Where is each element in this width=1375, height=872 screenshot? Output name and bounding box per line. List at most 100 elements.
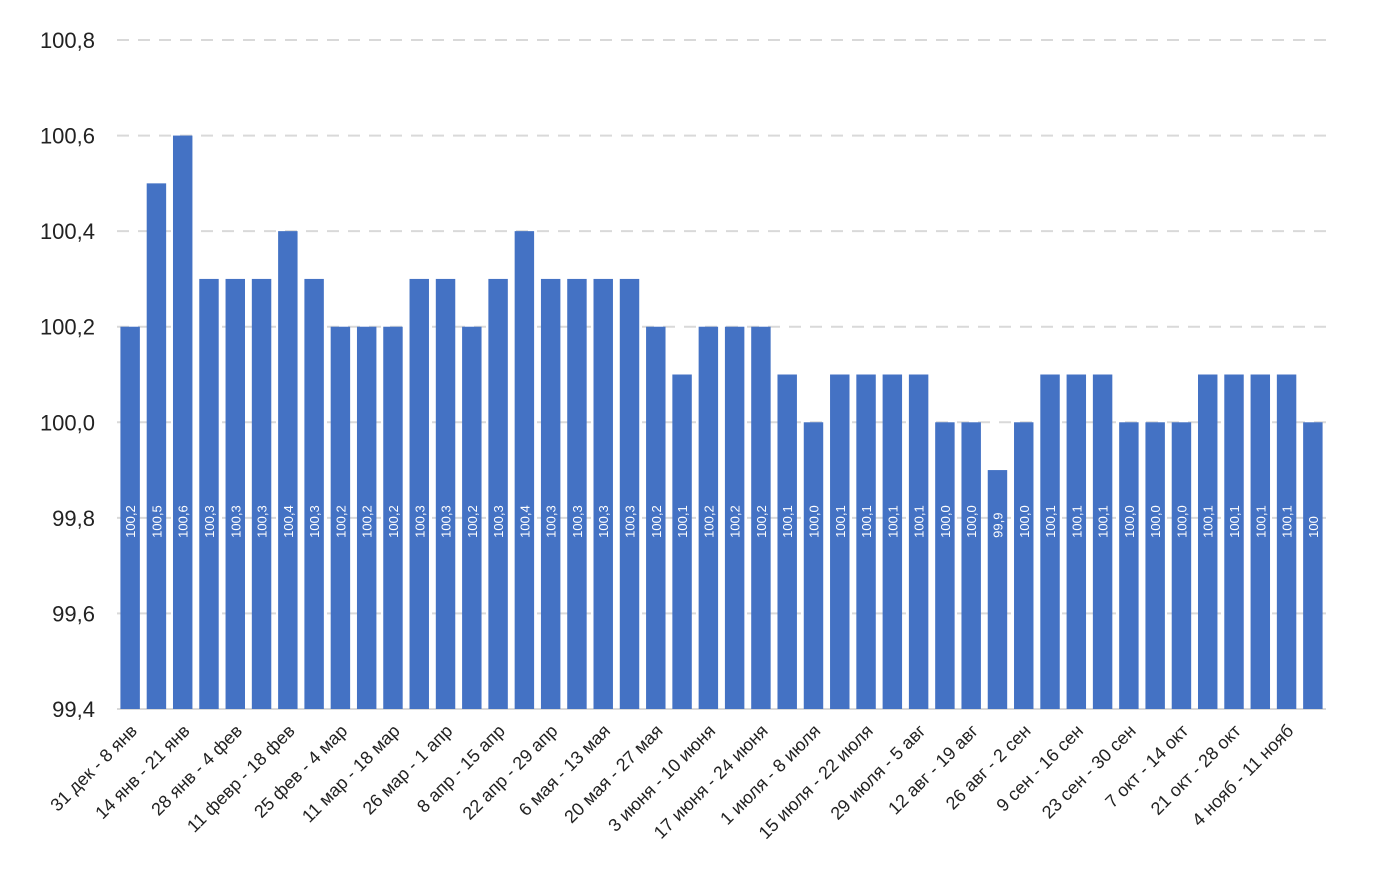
data-label: 100,4 xyxy=(281,505,296,538)
data-label: 100,0 xyxy=(1174,505,1189,538)
bar xyxy=(830,374,850,709)
bar xyxy=(1145,422,1165,709)
data-label: 100,1 xyxy=(859,505,874,538)
bar xyxy=(120,326,140,709)
bar xyxy=(935,422,955,709)
bar xyxy=(1040,374,1060,709)
data-label: 100 xyxy=(1306,516,1321,538)
bar xyxy=(672,374,692,709)
data-label: 100,0 xyxy=(1122,505,1137,538)
y-axis-tick-labels: 99,4 99,6 99,8 100,0 100,2 100,4 100,6 100,8 xyxy=(40,28,95,722)
data-label: 100,0 xyxy=(1017,505,1032,538)
bar xyxy=(987,470,1008,709)
x-tick-label: 29 июля - 5 авг xyxy=(827,720,930,823)
bar xyxy=(646,326,666,709)
data-label: 100,3 xyxy=(307,505,322,538)
bar xyxy=(1198,374,1218,709)
data-label: 100,3 xyxy=(544,505,559,538)
data-label: 100,3 xyxy=(412,505,427,538)
data-label: 100,1 xyxy=(1253,505,1268,538)
x-tick-label: 25 фев - 4 мар xyxy=(250,721,351,822)
data-label: 99,9 xyxy=(990,513,1005,538)
bar xyxy=(777,374,797,709)
data-label: 100,0 xyxy=(964,505,979,538)
data-label: 100,3 xyxy=(596,505,611,538)
bar xyxy=(540,278,561,709)
data-label: 100,2 xyxy=(701,505,716,538)
bar xyxy=(199,278,219,709)
x-tick-label: 23 сен - 30 сен xyxy=(1038,721,1140,823)
bar xyxy=(593,278,613,709)
bar xyxy=(1303,422,1323,709)
data-label: 100,1 xyxy=(1043,505,1058,538)
y-tick-label: 99,4 xyxy=(52,697,95,722)
bar xyxy=(435,278,456,709)
bar xyxy=(225,278,245,709)
x-tick-label: 14 янв - 21 янв xyxy=(91,721,193,823)
bar xyxy=(724,326,745,709)
data-label: 100,3 xyxy=(491,505,506,538)
y-tick-label: 99,8 xyxy=(52,506,95,531)
bar xyxy=(383,326,403,709)
bar xyxy=(251,278,272,709)
data-label: 100,3 xyxy=(228,505,243,538)
bar xyxy=(356,326,377,709)
data-label: 100,1 xyxy=(885,505,900,538)
bar xyxy=(908,374,929,709)
y-tick-label: 99,6 xyxy=(52,601,95,626)
data-label: 100,1 xyxy=(1069,505,1084,538)
data-label: 100,1 xyxy=(1201,505,1216,538)
data-label: 100,6 xyxy=(176,505,191,538)
data-label: 100,2 xyxy=(754,505,769,538)
bar xyxy=(803,422,824,709)
bar xyxy=(514,231,535,709)
x-tick-label: 26 мар - 1 апр xyxy=(359,721,457,819)
data-label: 100,2 xyxy=(123,505,138,538)
data-label: 100,1 xyxy=(780,505,795,538)
bar xyxy=(146,183,167,709)
x-tick-label: 4 нояб - 11 нояб xyxy=(1188,721,1297,830)
data-label: 100,2 xyxy=(728,505,743,538)
data-label: 100,0 xyxy=(1148,505,1163,538)
bar xyxy=(961,422,981,709)
data-label: 100,0 xyxy=(938,505,953,538)
y-tick-label: 100,0 xyxy=(40,410,95,435)
x-tick-label: 22 апр - 29 апр xyxy=(459,721,562,824)
bar xyxy=(567,278,587,709)
bar xyxy=(1092,374,1113,709)
gridlines xyxy=(117,39,1326,710)
bar xyxy=(1224,374,1244,709)
data-label: 100,3 xyxy=(439,505,454,538)
data-label: 100,5 xyxy=(149,505,164,538)
data-label: 100,1 xyxy=(1096,505,1111,538)
bar xyxy=(462,326,482,709)
data-labels: 100,2 100,5 100,6 100,3 100,3 100,3 100,4 100,3… xyxy=(123,505,1321,538)
data-label: 100,1 xyxy=(675,505,690,538)
data-label: 100,1 xyxy=(912,505,927,538)
data-label: 100,1 xyxy=(1280,505,1295,538)
y-tick-label: 100,6 xyxy=(40,124,95,149)
bar xyxy=(1250,374,1271,709)
bar xyxy=(278,231,298,709)
bar xyxy=(330,326,351,709)
bar xyxy=(488,278,508,709)
bar xyxy=(619,278,640,709)
data-label: 100,3 xyxy=(623,505,638,538)
bar xyxy=(856,374,876,709)
data-label: 100,2 xyxy=(360,505,375,538)
y-tick-label: 100,8 xyxy=(40,28,95,53)
x-tick-label: 21 окт - 28 окт xyxy=(1147,721,1245,819)
data-label: 100,0 xyxy=(806,505,821,538)
bar xyxy=(172,135,193,710)
bar xyxy=(1276,374,1297,709)
data-label: 100,3 xyxy=(255,505,270,538)
data-label: 100,2 xyxy=(333,505,348,538)
bar xyxy=(1066,374,1087,709)
data-label: 100,3 xyxy=(202,505,217,538)
bar xyxy=(409,278,429,709)
data-label: 100,3 xyxy=(570,505,585,538)
bar xyxy=(1171,422,1192,709)
x-tick-label: 12 авг - 19 авг xyxy=(884,720,982,818)
